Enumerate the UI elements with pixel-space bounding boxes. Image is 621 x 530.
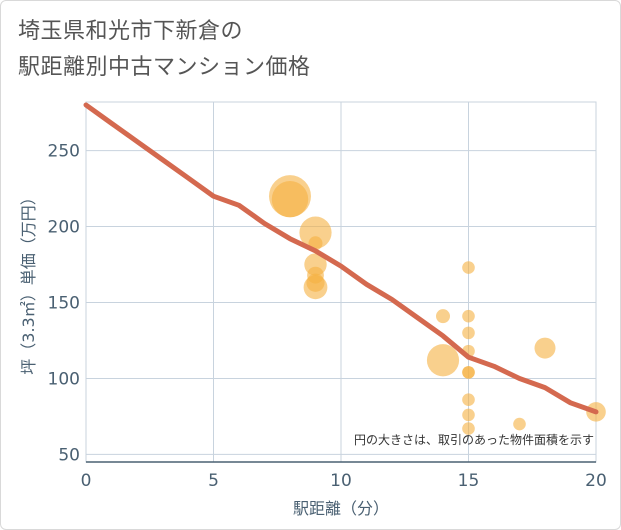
x-tick-label: 5	[208, 471, 219, 491]
data-point	[436, 309, 450, 324]
trend-line-group	[83, 102, 599, 415]
data-point	[462, 408, 475, 422]
y-tick-label: 50	[58, 445, 80, 465]
x-axis-label: 駅距離（分）	[293, 499, 389, 518]
chart-title: 埼玉県和光市下新倉の 駅距離別中古マンション価格	[18, 14, 311, 86]
data-point	[462, 393, 475, 407]
tick-labels: 0 5 10 15 20 50 100 150 200 250	[48, 142, 607, 491]
data-point	[462, 326, 475, 340]
y-tick-label: 250	[48, 142, 80, 162]
annotation-note: 円の大きさは、取引のあった物件面積を示す	[354, 432, 594, 447]
data-point	[462, 422, 475, 435]
y-tick-label: 200	[48, 218, 80, 238]
data-point	[271, 181, 309, 218]
data-point	[534, 337, 556, 359]
x-tick-label: 15	[458, 471, 480, 491]
data-point	[303, 275, 328, 300]
data-point	[299, 216, 332, 249]
y-tick-label: 100	[48, 369, 80, 389]
x-tick-label: 10	[330, 471, 352, 491]
title-line-2: 駅距離別中古マンション価格	[18, 55, 311, 80]
data-point	[462, 366, 475, 379]
grid-lines	[85, 101, 597, 463]
x-tick-label: 0	[81, 471, 92, 491]
data-point	[462, 261, 475, 274]
data-point	[513, 417, 526, 431]
data-point	[426, 344, 460, 377]
title-line-1: 埼玉県和光市下新倉の	[18, 19, 244, 44]
bubbles	[269, 175, 606, 435]
y-axis-label: 坪（3.3㎡）単価（万円）	[19, 189, 38, 374]
y-tick-label: 150	[48, 294, 80, 314]
trend-line	[83, 102, 599, 415]
data-point	[462, 309, 475, 323]
x-tick-label: 20	[585, 471, 607, 491]
